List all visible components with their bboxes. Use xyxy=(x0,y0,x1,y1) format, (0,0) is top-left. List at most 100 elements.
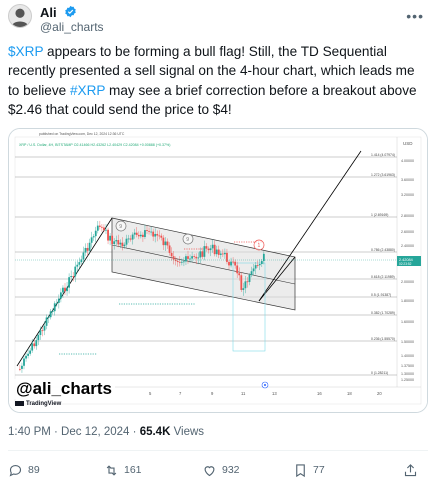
like-button[interactable]: 932 xyxy=(202,460,240,480)
candle-body xyxy=(146,230,148,231)
candle-body xyxy=(92,236,95,238)
price-tick-label: 3.20000 xyxy=(401,193,414,197)
fib-label: 1 (2.69169) xyxy=(371,213,388,217)
candle-body xyxy=(25,355,27,359)
candle-body xyxy=(37,334,40,341)
candle-body xyxy=(211,244,214,249)
price-tick-label: 2.60000 xyxy=(401,230,414,234)
share-icon xyxy=(404,463,417,476)
candle-body xyxy=(72,276,75,277)
verified-badge-icon xyxy=(65,5,76,18)
repost-icon xyxy=(106,464,117,476)
flag-pole-line xyxy=(16,217,113,367)
candle-body xyxy=(23,358,25,366)
candle-body xyxy=(66,287,68,292)
candle-body xyxy=(197,257,200,259)
fib-label: 0.5 (1.91387) xyxy=(371,293,391,297)
candle-body xyxy=(133,232,136,235)
candle-body xyxy=(189,258,191,260)
candle-body xyxy=(178,261,181,263)
time-axis: 5 7 9 11 13 16 18 20 xyxy=(149,391,382,396)
candle-body xyxy=(127,238,130,240)
candle-body xyxy=(183,261,185,263)
candle-body xyxy=(39,330,42,335)
price-tick-label: 1.60000 xyxy=(401,320,414,324)
candle-body xyxy=(80,259,83,263)
price-tick-label: 2.80000 xyxy=(401,214,414,218)
tweet-tag[interactable]: $XRP xyxy=(8,44,44,59)
bookmark-button[interactable]: 77 xyxy=(293,460,325,480)
candle-body xyxy=(158,235,161,237)
tweet-time[interactable]: 1:40 PM · Dec 12, 2024 · xyxy=(8,426,140,438)
fib-label: 0.618 (2.11989) xyxy=(371,275,395,279)
candle-body xyxy=(172,256,175,260)
candle-body xyxy=(60,292,62,299)
price-tick-label: 1.25000 xyxy=(401,378,414,382)
candle-body xyxy=(150,231,152,233)
candle-body xyxy=(244,281,247,289)
breakout-projection-line xyxy=(258,150,362,302)
reply-button[interactable]: 89 xyxy=(8,460,40,480)
position-tool-box xyxy=(232,262,266,352)
candle-body xyxy=(111,235,114,245)
date-tick-label: 13 xyxy=(272,391,277,396)
candle-body xyxy=(258,263,261,266)
fib-label: 1.414 (4.07974) xyxy=(371,153,395,157)
bookmark-count: 77 xyxy=(313,464,325,476)
date-tick-label: 18 xyxy=(347,391,352,396)
date-tick-label: 7 xyxy=(179,391,182,396)
candle-body xyxy=(162,237,165,246)
tweet-image[interactable]: published on TradingView.com, Dec 12, 20… xyxy=(8,128,428,413)
fib-label: 0 (1.28211) xyxy=(371,371,388,375)
date-tick-label: 9 xyxy=(211,391,214,396)
author-name[interactable]: Ali xyxy=(40,5,57,20)
candle-body xyxy=(240,275,243,290)
candle-body xyxy=(168,245,171,253)
candle-body xyxy=(219,253,222,255)
candle-body xyxy=(142,234,144,237)
tradingview-logo: TradingView xyxy=(15,401,61,407)
fib-label: 0.236 (1.55570) xyxy=(371,337,395,341)
candle-body xyxy=(19,368,21,370)
candle-body xyxy=(242,288,245,290)
candle-body xyxy=(137,234,140,237)
avatar[interactable] xyxy=(8,4,32,28)
candle-body xyxy=(53,303,56,312)
price-tick-label: 4.00000 xyxy=(401,159,414,163)
current-time: 02:23:52 xyxy=(399,262,412,266)
td-marker-1 xyxy=(115,220,127,232)
published-note: published on TradingView.com, Dec 12, 20… xyxy=(39,132,125,136)
candle-body xyxy=(68,277,70,288)
candle-body xyxy=(176,261,179,262)
share-button[interactable] xyxy=(403,460,423,480)
fib-label: 0.786 (2.43880) xyxy=(371,248,395,252)
td-label-2: 9 xyxy=(186,237,189,243)
tweet-text-segment: appears to be forming a bull flag! Still… xyxy=(8,44,415,98)
candle-body xyxy=(195,256,198,259)
candle-body xyxy=(248,275,251,282)
candle-body xyxy=(131,234,134,240)
candle-body xyxy=(121,242,124,247)
more-options-icon[interactable]: ••• xyxy=(406,8,424,24)
candle-body xyxy=(78,262,81,265)
candle-body xyxy=(125,238,128,245)
candle-body xyxy=(109,235,111,241)
repost-button[interactable]: 161 xyxy=(104,460,142,480)
candle-body xyxy=(82,252,85,260)
date-tick-label: 11 xyxy=(241,391,246,396)
candle-body xyxy=(180,261,183,263)
tweet-tag[interactable]: #XRP xyxy=(69,82,106,98)
author-handle[interactable]: @ali_charts xyxy=(40,20,104,34)
candle-body xyxy=(84,247,87,253)
fib-label: 1.272 (3.61963) xyxy=(371,173,395,177)
candle-body xyxy=(228,261,230,266)
candle-body xyxy=(103,227,105,231)
tweet-text: $XRP appears to be forming a bull flag! … xyxy=(8,42,428,120)
price-tick-label: 3.60000 xyxy=(401,178,414,182)
reply-icon xyxy=(9,464,22,477)
candle-body xyxy=(166,241,169,246)
candle-body xyxy=(201,251,204,257)
candle-body xyxy=(101,226,103,228)
go-to-realtime-dot xyxy=(264,384,266,386)
candlesticks xyxy=(19,220,265,373)
